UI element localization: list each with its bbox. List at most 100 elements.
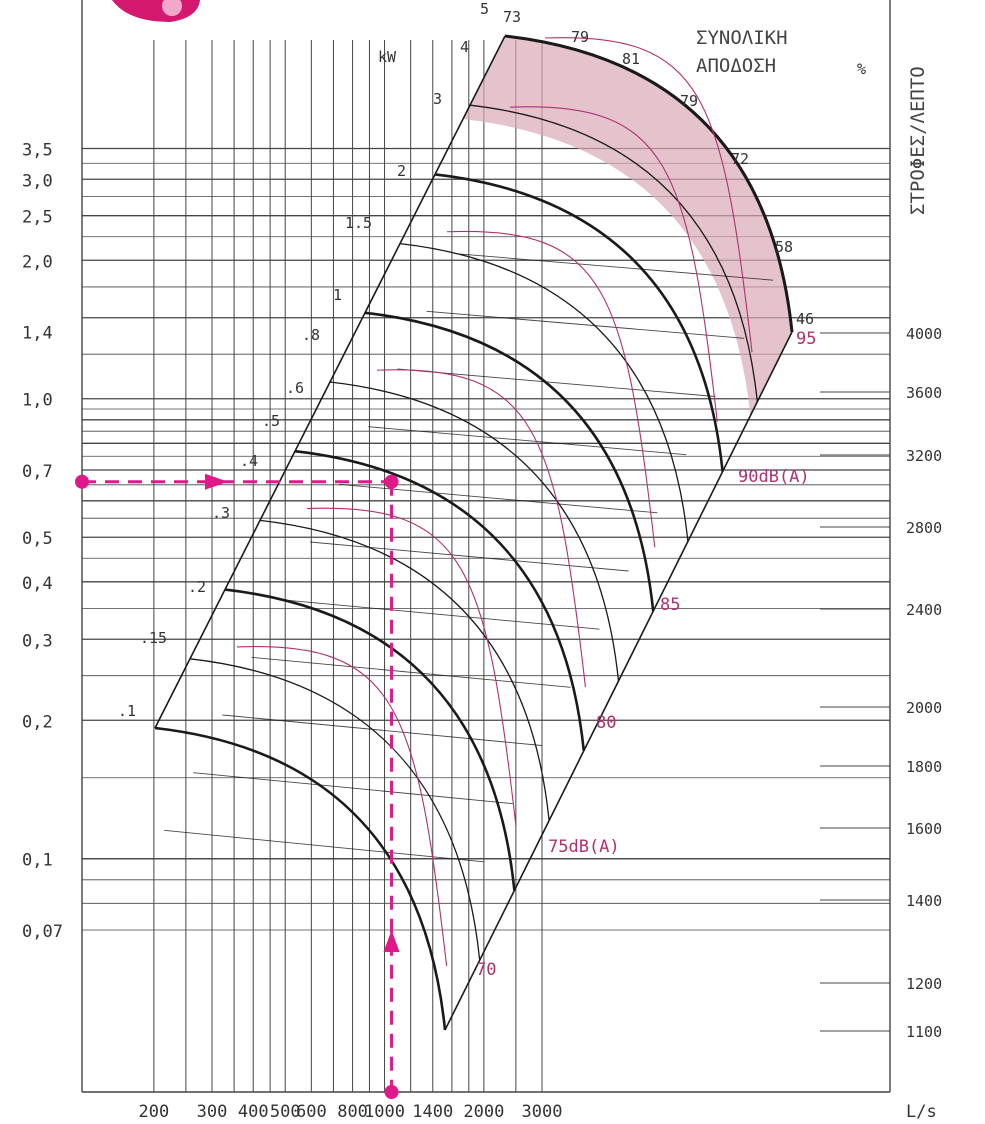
kw-level-label: .5 bbox=[262, 412, 280, 430]
efficiency-label: 79 bbox=[680, 92, 698, 110]
noise-level-label: 85 bbox=[660, 595, 680, 615]
arrow-right-icon bbox=[205, 473, 228, 490]
x-tick-label: 500 bbox=[270, 1102, 301, 1122]
kw-level-label: 3 bbox=[433, 90, 442, 108]
x-tick-label: 1000 bbox=[364, 1102, 405, 1122]
rpm-tick-label: 3200 bbox=[906, 447, 942, 465]
x-axis-label: L/s bbox=[906, 1102, 937, 1122]
fan-curve bbox=[294, 449, 586, 751]
fan-curve bbox=[329, 381, 620, 682]
y-tick-label: 0,2 bbox=[22, 712, 53, 732]
efficiency-label: 79 bbox=[571, 28, 589, 46]
percent-label: % bbox=[857, 60, 866, 78]
noise-level-label: 70 bbox=[476, 960, 496, 980]
diagonal-line bbox=[397, 368, 716, 397]
noise-curve bbox=[306, 507, 517, 827]
kw-level-label: .15 bbox=[140, 629, 167, 647]
fan-curves bbox=[154, 34, 794, 1031]
rpm-tick-label: 4000 bbox=[906, 325, 942, 343]
kw-level-label: .8 bbox=[302, 326, 320, 344]
fan-curve-max bbox=[504, 34, 794, 333]
y-tick-label: 3,5 bbox=[22, 140, 53, 160]
rpm-axis-ticks: 4000 3600 3200 2800 2400 2000 1800 1600 1400 1200… bbox=[820, 325, 942, 1041]
efficiency-label: 81 bbox=[622, 50, 640, 68]
rpm-tick-label: 1600 bbox=[906, 820, 942, 838]
right-axis-label: ΣΤΡΟΦΕΣ/ΛΕΠΤΟ bbox=[907, 66, 929, 215]
x-tick-label: 1400 bbox=[412, 1102, 453, 1122]
kw-level-label: 4 bbox=[460, 38, 469, 56]
kw-level-label: .6 bbox=[286, 379, 304, 397]
noise-labels: 95 90dB(A) 85 80 75dB(A) 70 bbox=[476, 329, 816, 980]
x-tick-label: 200 bbox=[139, 1102, 170, 1122]
fan-curve bbox=[364, 311, 655, 612]
diagonal-line bbox=[455, 253, 774, 281]
fan-curve bbox=[154, 726, 447, 1031]
kw-level-label: 2 bbox=[397, 162, 406, 180]
x-tick-label: 300 bbox=[197, 1102, 228, 1122]
diagonal-line bbox=[426, 310, 745, 339]
x-tick-label: 800 bbox=[337, 1102, 368, 1122]
fan-curve bbox=[469, 104, 758, 402]
y-tick-label: 1,4 bbox=[22, 324, 53, 344]
y-tick-label: 0,07 bbox=[22, 922, 63, 942]
efficiency-labels: 73 79 81 79 72 58 46 bbox=[503, 8, 814, 328]
diagonal-line bbox=[251, 656, 571, 688]
kw-level-label: 5 bbox=[480, 0, 489, 18]
noise-curve bbox=[376, 369, 586, 688]
rpm-tick-label: 1400 bbox=[906, 892, 942, 910]
fan-curve bbox=[189, 658, 481, 961]
rpm-tick-label: 2400 bbox=[906, 601, 942, 619]
fan-curve bbox=[259, 519, 550, 821]
noise-level-label: 80 bbox=[596, 713, 616, 733]
y-tick-label: 3,0 bbox=[22, 171, 53, 191]
diagonal-line bbox=[309, 541, 629, 572]
rpm-tick-label: 1200 bbox=[906, 975, 942, 993]
noise-level-label: 90dB(A) bbox=[738, 467, 810, 487]
noise-curve bbox=[544, 37, 753, 353]
rpm-tick-label: 3600 bbox=[906, 384, 942, 402]
kw-level-label: .2 bbox=[188, 578, 206, 596]
efficiency-label: 46 bbox=[796, 310, 814, 328]
y-tick-label: 0,7 bbox=[22, 462, 53, 482]
rpm-tick-label: 2800 bbox=[906, 519, 942, 537]
y-tick-label: 0,5 bbox=[22, 529, 53, 549]
brand-logo bbox=[112, 0, 200, 22]
example-operating-dot bbox=[384, 474, 399, 489]
chart-title-line1: ΣΥΝΟΛΙΚΗ bbox=[696, 27, 788, 49]
diagonal-line bbox=[368, 426, 687, 456]
x-tick-label: 3000 bbox=[522, 1102, 563, 1122]
noise-curve bbox=[236, 646, 448, 967]
kw-labels: 5 4 3 2 1.5 1 .8 .6 .5 .4 .3 .2 .15 .1 bbox=[118, 0, 489, 720]
y-tick-label: 1,0 bbox=[22, 391, 53, 411]
y-axis-ticks: 3,5 3,0 2,5 2,0 1,4 1,0 0,7 0,5 0,4 0,3 0,2 0,1 0,07 bbox=[22, 140, 63, 942]
y-tick-label: 0,4 bbox=[22, 574, 53, 594]
diagonal-line bbox=[164, 829, 484, 863]
example-start-dot bbox=[75, 474, 89, 489]
chart-grid bbox=[81, 0, 891, 1093]
chart-title-line2: ΑΠΟΔΟΣΗ bbox=[696, 55, 776, 77]
fan-curve bbox=[434, 173, 724, 472]
arrow-up-icon bbox=[383, 930, 400, 952]
efficiency-label: 58 bbox=[775, 238, 793, 256]
x-tick-label: 400 bbox=[238, 1102, 269, 1122]
fan-curve bbox=[399, 242, 689, 542]
noise-curve bbox=[446, 230, 656, 548]
rpm-tick-label: 1100 bbox=[906, 1023, 942, 1041]
kw-level-label: .4 bbox=[240, 452, 258, 470]
efficiency-label: 72 bbox=[731, 150, 749, 168]
y-tick-label: 2,0 bbox=[22, 252, 53, 272]
x-tick-label: 600 bbox=[296, 1102, 327, 1122]
y-tick-label: 2,5 bbox=[22, 208, 53, 228]
kw-level-label: 1 bbox=[333, 286, 342, 304]
rpm-tick-label: 2000 bbox=[906, 699, 942, 717]
y-tick-label: 0,3 bbox=[22, 631, 53, 651]
diagonal-line bbox=[222, 714, 542, 746]
y-tick-label: 0,1 bbox=[22, 851, 53, 871]
kw-level-label: 1.5 bbox=[345, 214, 372, 232]
fan-curve bbox=[224, 588, 516, 891]
kw-unit-label: kW bbox=[378, 48, 397, 66]
x-tick-label: 2000 bbox=[463, 1102, 504, 1122]
noise-level-label: 95 bbox=[796, 329, 816, 349]
